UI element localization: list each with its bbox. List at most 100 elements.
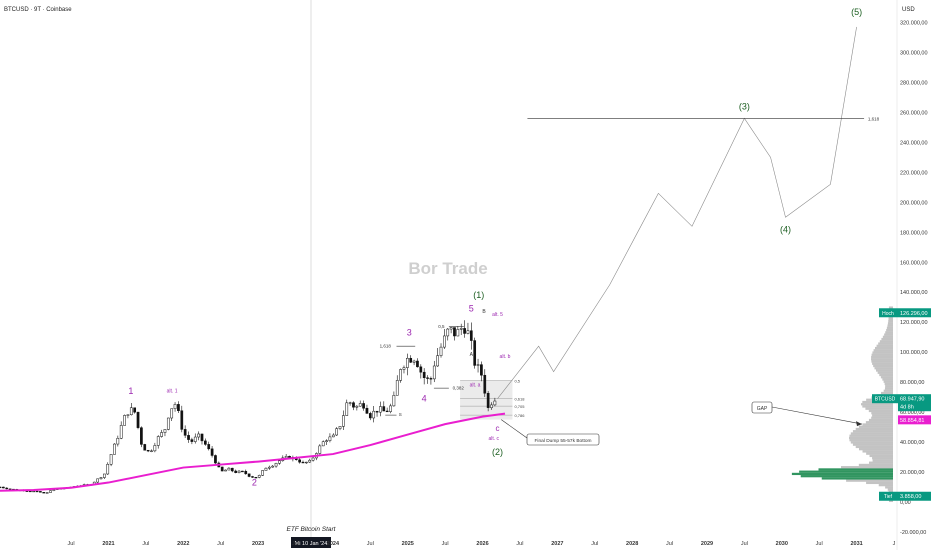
volume-bar xyxy=(874,367,893,370)
x-tick-label: Jul xyxy=(68,541,75,547)
candle-body xyxy=(173,404,177,409)
volume-bar xyxy=(885,385,893,388)
price-axis[interactable]: -20.000,00 0,00 20.000,00 40.000,00 60.000,0… xyxy=(900,20,928,536)
volume-profile xyxy=(791,306,893,503)
y-tick-label: -20.000,00 xyxy=(900,530,926,536)
candle-body xyxy=(274,463,278,467)
candle-body xyxy=(409,357,413,363)
volume-bar xyxy=(850,432,893,435)
x-tick-label: 2027 xyxy=(551,541,563,547)
candle-body xyxy=(224,469,227,472)
candle-body xyxy=(214,455,217,464)
volume-bar xyxy=(879,373,893,377)
volume-bar xyxy=(862,423,893,426)
candle-body xyxy=(116,438,120,445)
price-series xyxy=(0,320,497,494)
time-axis[interactable]: Jul 2021 Jul 2022 Jul 2023 Jul 2024 Jul 2025 Jul 20… xyxy=(68,541,896,547)
y-tick-label: 220.000,00 xyxy=(900,170,928,176)
wave-1-label: 1 xyxy=(128,386,133,396)
candle-body xyxy=(210,448,214,456)
candle-body xyxy=(331,434,335,438)
high-badge-tag-label: Hoch xyxy=(882,311,894,317)
x-tick-label: 2030 xyxy=(776,541,788,547)
volume-bar xyxy=(871,355,893,359)
big-wave-2-label: (2) xyxy=(492,447,503,457)
candle-body xyxy=(193,436,197,442)
y-tick-label: 140.000,00 xyxy=(900,290,928,296)
candle-body xyxy=(264,467,268,471)
fib-level-label: 0,5 xyxy=(514,379,520,384)
wave-4-label: 4 xyxy=(422,394,427,404)
candle-body xyxy=(166,417,170,430)
volume-bar xyxy=(862,405,893,408)
candle-body xyxy=(325,440,328,442)
candle-body xyxy=(220,466,224,472)
wave-b-label: B xyxy=(482,309,486,315)
volume-bar xyxy=(873,364,893,368)
current-symbol-label: BTCUSD xyxy=(875,397,896,403)
candle-body xyxy=(362,403,365,409)
price-badges: Hoch 126.296,00 Tief 3.858,00 BTCUSD 68.947,9… xyxy=(872,308,931,501)
x-tick-label: Jul xyxy=(516,541,523,547)
volume-bar xyxy=(874,346,893,350)
candle-body xyxy=(368,413,372,419)
y-tick-label: 240.000,00 xyxy=(900,140,928,146)
candle-body xyxy=(254,476,258,479)
big-wave-4-label: (4) xyxy=(780,224,791,234)
x-tick-label: 2026 xyxy=(476,541,488,547)
x-tick-label: Jul xyxy=(142,541,149,547)
candle-body xyxy=(39,491,42,493)
x-tick-label: Jul xyxy=(217,541,224,547)
candle-body xyxy=(432,365,436,380)
candle-body xyxy=(5,487,9,490)
candle-body xyxy=(129,407,133,416)
high-badge-bg xyxy=(898,308,931,318)
volume-bar xyxy=(849,439,893,442)
candle-body xyxy=(439,346,443,356)
candle-body xyxy=(163,429,167,433)
volume-bar xyxy=(884,333,893,336)
candle-body xyxy=(405,357,409,368)
ma-polyline xyxy=(0,412,506,492)
candle-body xyxy=(345,402,349,416)
candle-body xyxy=(103,473,106,478)
x-tick-label: Jul xyxy=(591,541,598,547)
candle-body xyxy=(355,405,359,408)
x-tick-label: Jul xyxy=(442,541,449,547)
candle-body xyxy=(372,410,376,419)
volume-bar xyxy=(882,335,893,338)
volume-bar xyxy=(852,443,893,446)
y-tick-label: 60.000,00 xyxy=(900,410,924,416)
candle-body xyxy=(449,327,453,330)
volume-bar xyxy=(858,463,893,467)
alt-c-label: alt. c xyxy=(488,436,499,442)
candle-body xyxy=(483,374,487,394)
volume-bar xyxy=(880,376,893,379)
x-tick-label: Jul xyxy=(741,541,748,547)
candle-body xyxy=(422,371,426,378)
volume-bar xyxy=(869,461,893,464)
volume-bar xyxy=(846,479,893,482)
candle-body xyxy=(305,461,308,464)
candle-body xyxy=(45,492,49,494)
candle-body xyxy=(402,367,406,370)
current-price-value: 68.947,90 xyxy=(900,397,924,403)
gap-arrow xyxy=(771,406,863,425)
fib-level-label: 0,618 xyxy=(514,397,525,402)
volume-bar xyxy=(872,457,893,460)
candle-body xyxy=(183,429,187,436)
candle-body xyxy=(284,455,288,459)
y-tick-label: 200.000,00 xyxy=(900,200,928,206)
volume-bar xyxy=(878,484,893,487)
candle-body xyxy=(358,403,362,407)
big-wave-3-label: (3) xyxy=(739,101,750,111)
watermark: Bor Trade xyxy=(408,259,487,278)
volume-bar xyxy=(860,403,893,406)
symbol-title: BTCUSD · 9T · Coinbase xyxy=(4,7,72,13)
fib-level-label: 0,786 xyxy=(514,413,525,418)
wave-5-label: 5 xyxy=(469,304,474,314)
big-wave-1-label: (1) xyxy=(473,290,484,300)
candle-body xyxy=(143,444,147,451)
candle-body xyxy=(35,490,39,493)
